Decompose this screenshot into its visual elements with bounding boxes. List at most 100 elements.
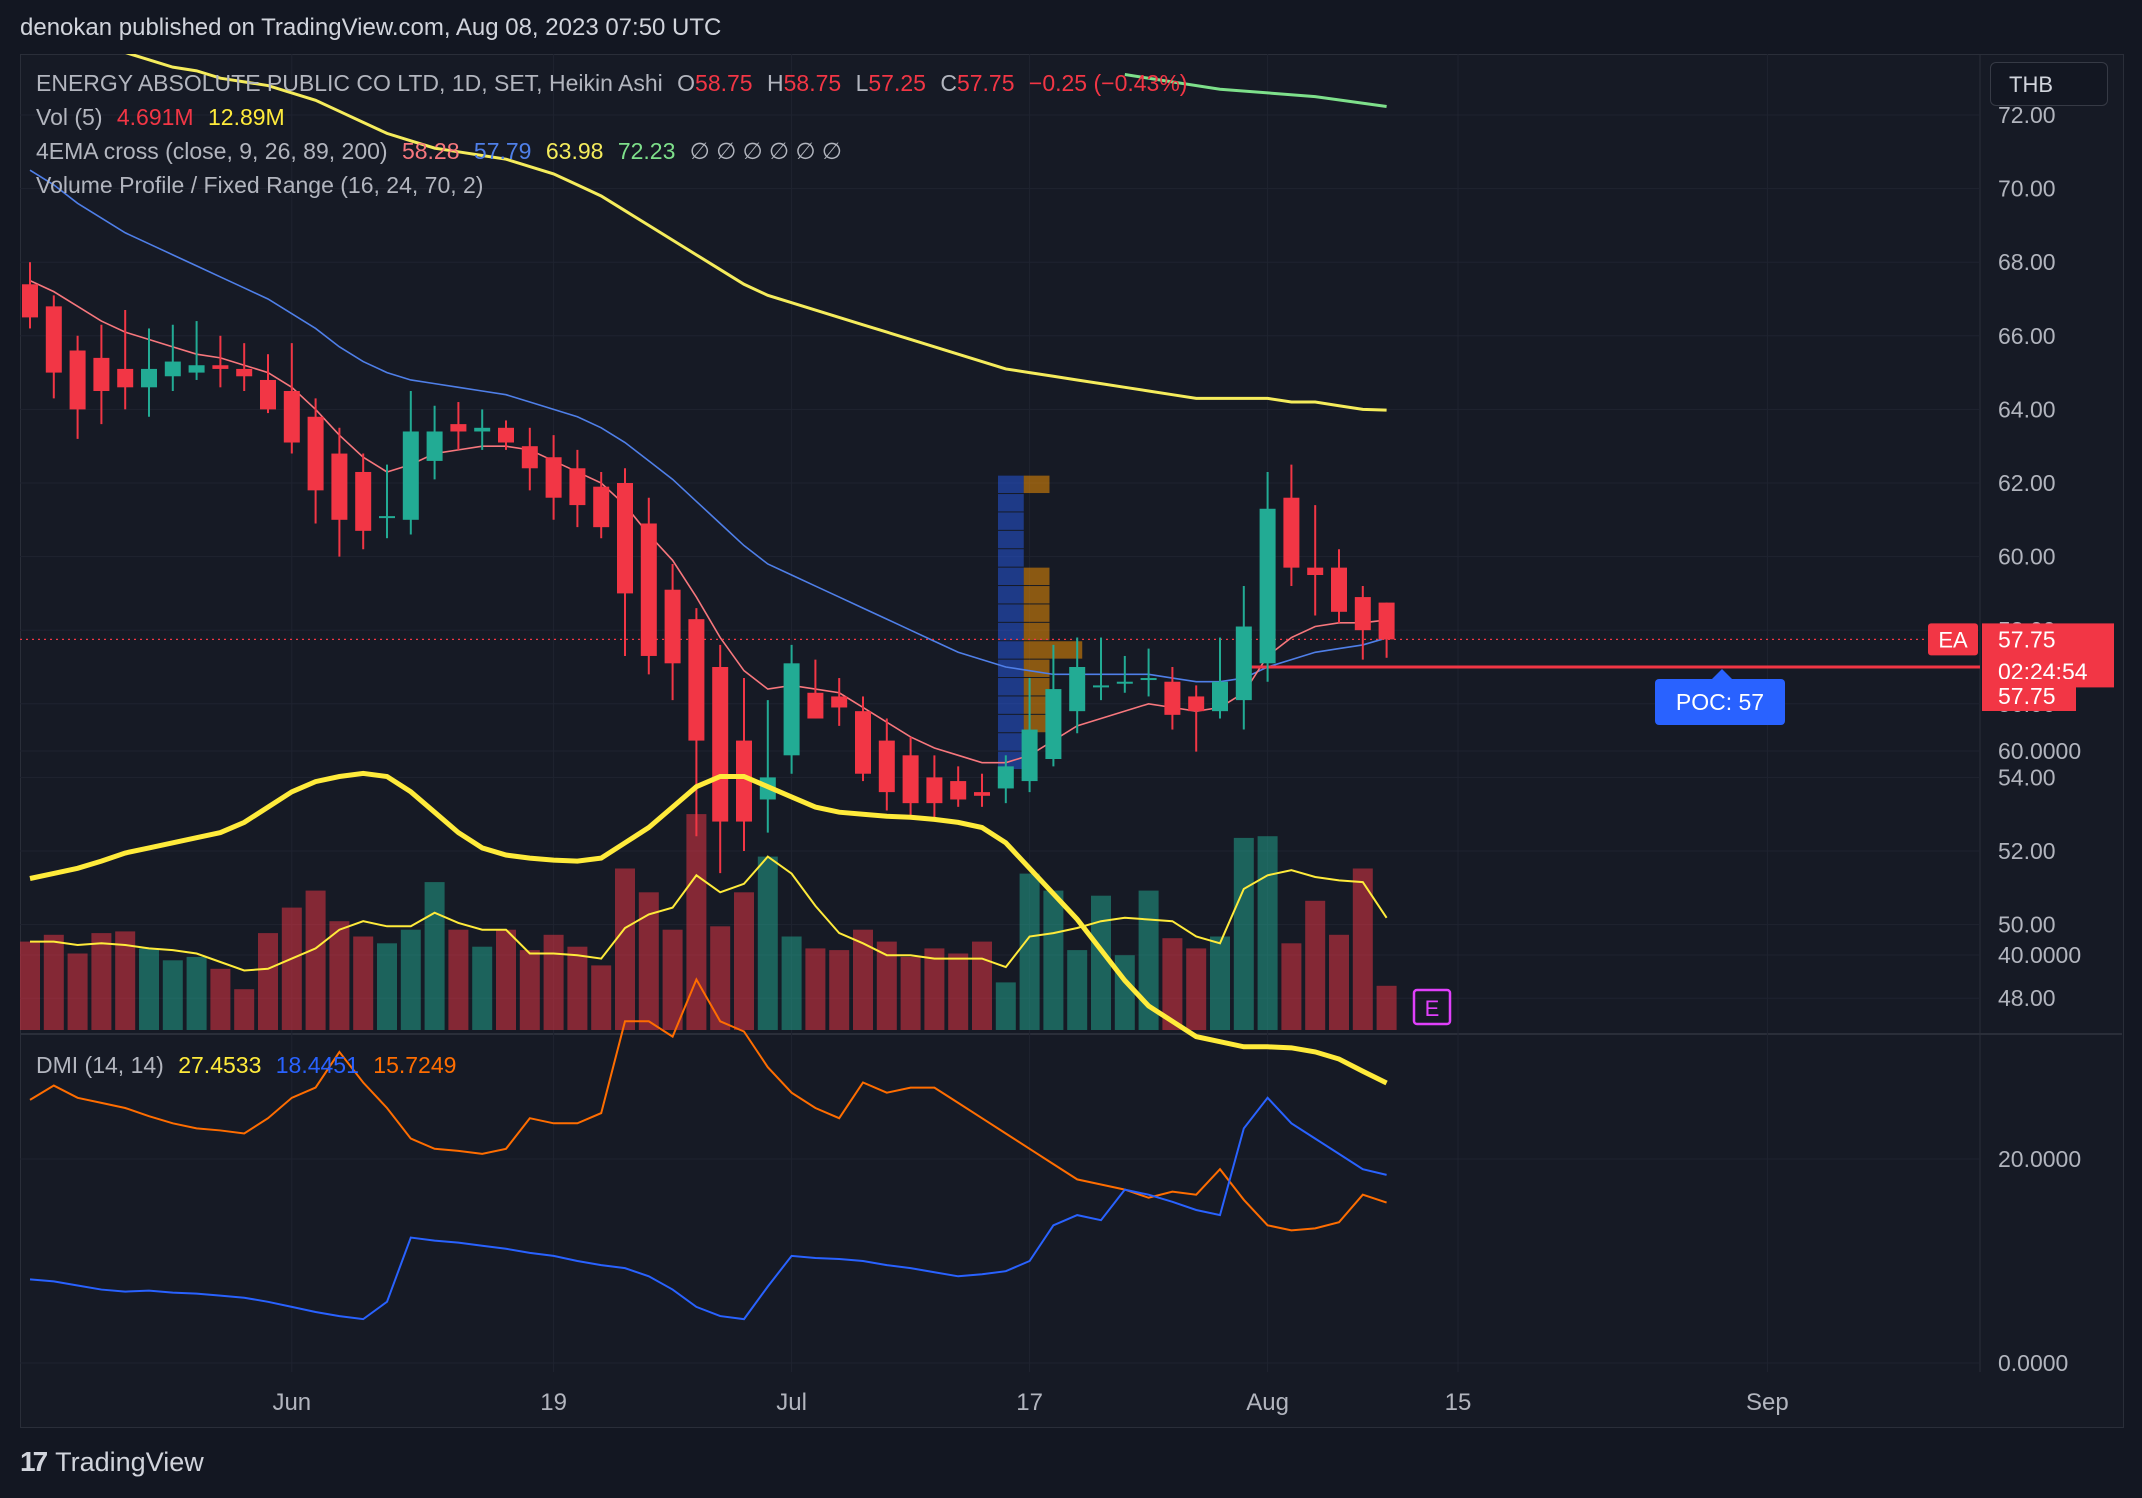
volume-profile-up-row [998,586,1024,604]
volume-bar [1043,890,1064,1030]
candle-body [22,284,38,318]
ema-label: 4EMA cross (close, 9, 26, 89, 200) [36,138,388,164]
chart-frame[interactable] [20,54,2124,1428]
volume-bar [472,946,493,1030]
volume-bar [710,926,731,1030]
volume-profile-up-row [998,549,1024,567]
volume-profile-down-row [1023,475,1050,494]
volume-bar [305,890,326,1030]
volume-bar [1162,938,1183,1030]
volume-profile-down-row [1023,567,1050,586]
vol-ma-value: 12.89M [207,104,285,130]
ema200-value: 72.23 [617,138,676,164]
published-by: denokan published on TradingView.com, Au… [20,14,722,41]
candle-body [1378,602,1395,640]
volume-bar [1257,836,1278,1030]
candle-body [974,792,990,796]
volume-bar [1186,948,1207,1030]
vol-label: Vol (5) [36,104,103,130]
candle-body [331,453,348,520]
candle-body [855,711,871,774]
candle-body [664,589,681,664]
candle-body [569,468,586,506]
legend-change: −0.25 (−0.43%) [1028,70,1188,96]
brand-name: TradingView [55,1446,204,1477]
volume-bar [924,948,945,1030]
volume-profile-up-row [998,494,1024,512]
ema9-line [29,279,1387,764]
volume-bar [948,953,969,1030]
candle-body [1140,678,1157,681]
volume-profile [998,475,1083,770]
volume-bar [591,965,612,1030]
volume-bar [1210,936,1230,1030]
volume-bar [43,934,64,1030]
volume-bar [805,948,826,1030]
candle-body [236,368,253,377]
candle-body [69,350,86,410]
volume-profile-up-row [998,512,1024,530]
legend-o: O58.75 [677,70,753,96]
candle-body [45,306,62,373]
volume-bar [900,956,921,1030]
volume-bar [139,948,159,1030]
candle-body [1188,696,1205,712]
candle-body [1045,689,1062,759]
di-minus-line [29,977,1387,1232]
volume-bar [424,882,445,1030]
volume-bars [20,814,1397,1030]
candle-body [831,696,848,708]
volume-bar [662,929,683,1030]
candle-body [283,391,300,443]
volume-bar [972,941,992,1030]
footer-brand[interactable]: 17 TradingView [20,1446,204,1478]
volume-profile-down-row [1023,604,1050,622]
volume-bar [234,989,255,1030]
price-tick-label: 50.00 [1998,912,2056,938]
volume-bar [876,941,897,1030]
candle-body [307,416,324,491]
adx-line [29,770,1388,1086]
volume-bar [686,814,707,1030]
ema26-line [29,169,1387,683]
time-tick-label: Jun [272,1389,311,1416]
candle-body [474,427,491,432]
volume-bar [1138,890,1159,1030]
price-tag: 57.75 [1998,626,2056,652]
candle-body [141,368,157,388]
dmi-plus-value: 18.4451 [275,1052,359,1078]
time-tick-label: 15 [1445,1389,1472,1416]
dmi-tick-label: 60.0000 [1998,738,2081,764]
symbol-tag-bg [1928,623,1978,656]
candle-body [593,486,610,528]
earnings-marker: E [1425,996,1440,1021]
volume-bar [1019,873,1040,1030]
price-tick-label: 70.00 [1998,176,2056,202]
volume-bar [829,950,850,1030]
volume-profile-up-row [998,604,1024,622]
currency-button[interactable]: THB [1990,62,2108,106]
candle-body [950,781,967,800]
candle-body [640,523,657,656]
candle-body [1164,681,1181,715]
volume-bar [995,982,1016,1030]
volume-profile-up-row [998,714,1024,733]
volume-profile-up-row [998,567,1024,586]
candle-body [1212,681,1228,712]
candle-body [402,431,419,520]
volume-bar [734,892,754,1030]
volume-bar [258,933,278,1030]
volume-bar [400,929,421,1030]
volume-bar [448,929,469,1030]
candle-body [1331,567,1347,612]
volume-profile-down-row [1023,586,1050,604]
volume-profile-up-row [998,622,1024,641]
candle-body [1259,508,1276,664]
candle-body [521,446,538,469]
volume-bar [1305,900,1326,1030]
candle-body [1307,567,1324,575]
candle-body [260,379,276,410]
candle-body [712,667,729,822]
